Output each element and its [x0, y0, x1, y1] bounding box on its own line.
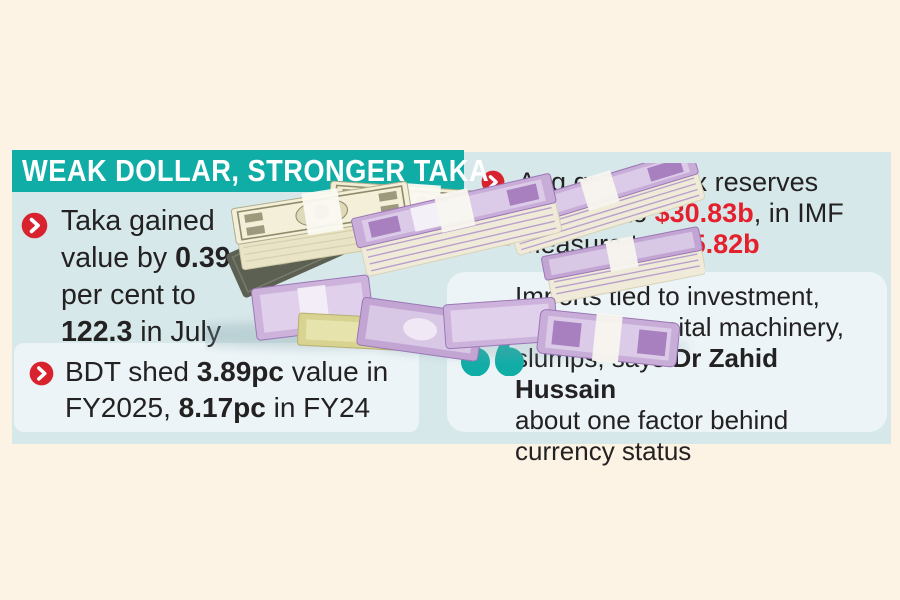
- fact-forex-reserves-text: Aug gross forex reserves rebound to $30.…: [518, 167, 844, 259]
- fact-taka-gain-text: Taka gained value by 0.39 per cent to 12…: [61, 205, 231, 348]
- fact-taka-gain: Taka gained value by 0.39 per cent to 12…: [21, 203, 291, 351]
- bullet-arrow-icon: [21, 212, 48, 239]
- fact-bdt-shed-text: BDT shed 3.89pc value in FY2025, 8.17pc …: [65, 356, 389, 423]
- fact-forex-reserves: Aug gross forex reserves rebound to $30.…: [481, 167, 889, 260]
- quote-icon: [461, 326, 524, 376]
- headline: WEAK DOLLAR, STRONGER TAKA: [22, 153, 490, 188]
- fact-bdt-shed-card: BDT shed 3.89pc value in FY2025, 8.17pc …: [14, 343, 419, 432]
- bullet-arrow-icon: [29, 361, 54, 386]
- header-bar: WEAK DOLLAR, STRONGER TAKA: [12, 150, 489, 192]
- quote-card: Imports tied to investment, especially c…: [447, 272, 887, 466]
